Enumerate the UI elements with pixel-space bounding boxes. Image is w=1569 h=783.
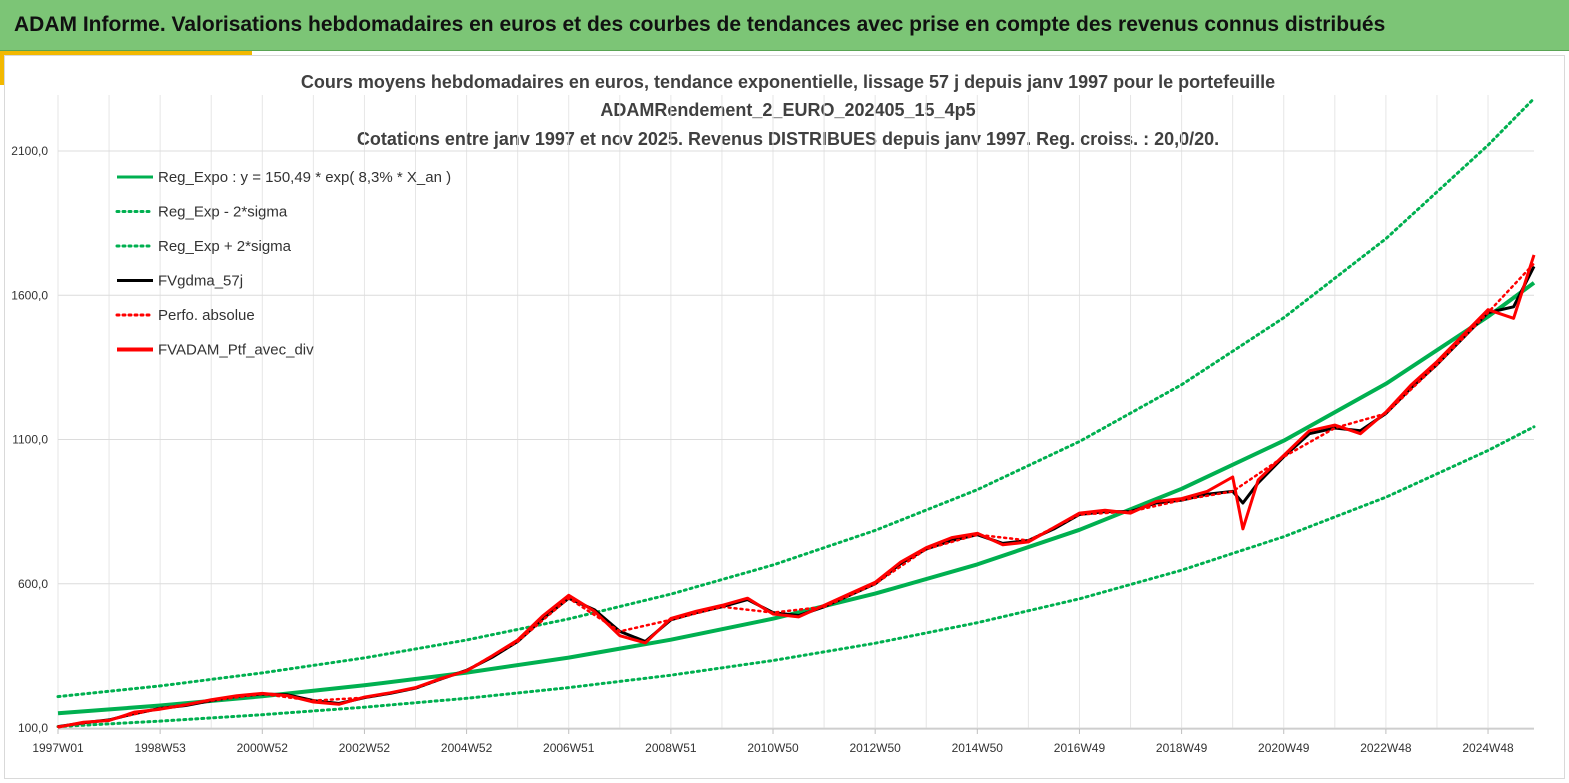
- legend: Reg_Expo : y = 150,49 * exp( 8,3% * X_an…: [115, 169, 451, 359]
- x-tick-label: 2000W52: [237, 741, 289, 755]
- accent-strip: [0, 51, 252, 55]
- x-tick-label: 2002W52: [339, 741, 391, 755]
- series-group: [56, 97, 1536, 729]
- legend-label-3: FVgdma_57j: [158, 273, 243, 290]
- series-line-5: [57, 254, 1536, 729]
- legend-label-1: Reg_Exp - 2*sigma: [158, 204, 288, 221]
- series-line-4: [56, 262, 1536, 728]
- legend-label-2: Reg_Exp + 2*sigma: [158, 238, 292, 255]
- chart-title-line-1: Cours moyens hebdomadaires en euros, ten…: [301, 72, 1275, 92]
- x-tick-label: 2012W50: [849, 741, 901, 755]
- x-tick-label: 2022W48: [1360, 741, 1412, 755]
- chart-title-line-3: Cotations entre janv 1997 et nov 2025. R…: [357, 129, 1219, 149]
- y-tick-label: 1600,0: [11, 288, 48, 302]
- chart-frame: [4, 55, 1565, 779]
- y-tick-label: 600,0: [18, 577, 48, 591]
- x-tick-label: 2024W48: [1462, 741, 1514, 755]
- x-tick-label: 1997W01: [32, 741, 84, 755]
- header-banner: ADAM Informe. Valorisations hebdomadaire…: [0, 0, 1569, 51]
- x-tick-label: 2020W49: [1258, 741, 1310, 755]
- y-tick-label: 100,0: [18, 721, 48, 735]
- legend-label-0: Reg_Expo : y = 150,49 * exp( 8,3% * X_an…: [158, 169, 451, 186]
- x-tick-label: 2008W51: [645, 741, 697, 755]
- y-tick-label: 1100,0: [12, 433, 48, 447]
- grid: [57, 95, 1534, 729]
- chart-title-line-2: ADAMRendement_2_EURO_202405_15_4p5: [600, 100, 975, 120]
- series-line-3: [57, 265, 1536, 729]
- accent-side: [0, 55, 4, 85]
- y-tick-label: 2100,0: [11, 144, 48, 158]
- legend-label-5: FVADAM_Ptf_avec_div: [158, 342, 314, 359]
- series-line-2: [56, 97, 1536, 699]
- x-tick-label: 2004W52: [441, 741, 493, 755]
- x-tick-label: 2010W50: [747, 741, 799, 755]
- x-tick-label: 1998W53: [134, 741, 186, 755]
- x-tick-label: 2014W50: [952, 741, 1004, 755]
- page-title: ADAM Informe. Valorisations hebdomadaire…: [14, 13, 1386, 36]
- axes: 100,0 600,0 1100,0 1600,0 2100,0 1997W01 1998W…: [11, 144, 1534, 755]
- x-tick-label: 2016W49: [1054, 741, 1106, 755]
- x-tick-label: 2018W49: [1156, 741, 1208, 755]
- x-tick-label: 2006W51: [543, 741, 595, 755]
- series-line-1: [56, 425, 1536, 729]
- legend-label-4: Perfo. absolue: [158, 307, 255, 324]
